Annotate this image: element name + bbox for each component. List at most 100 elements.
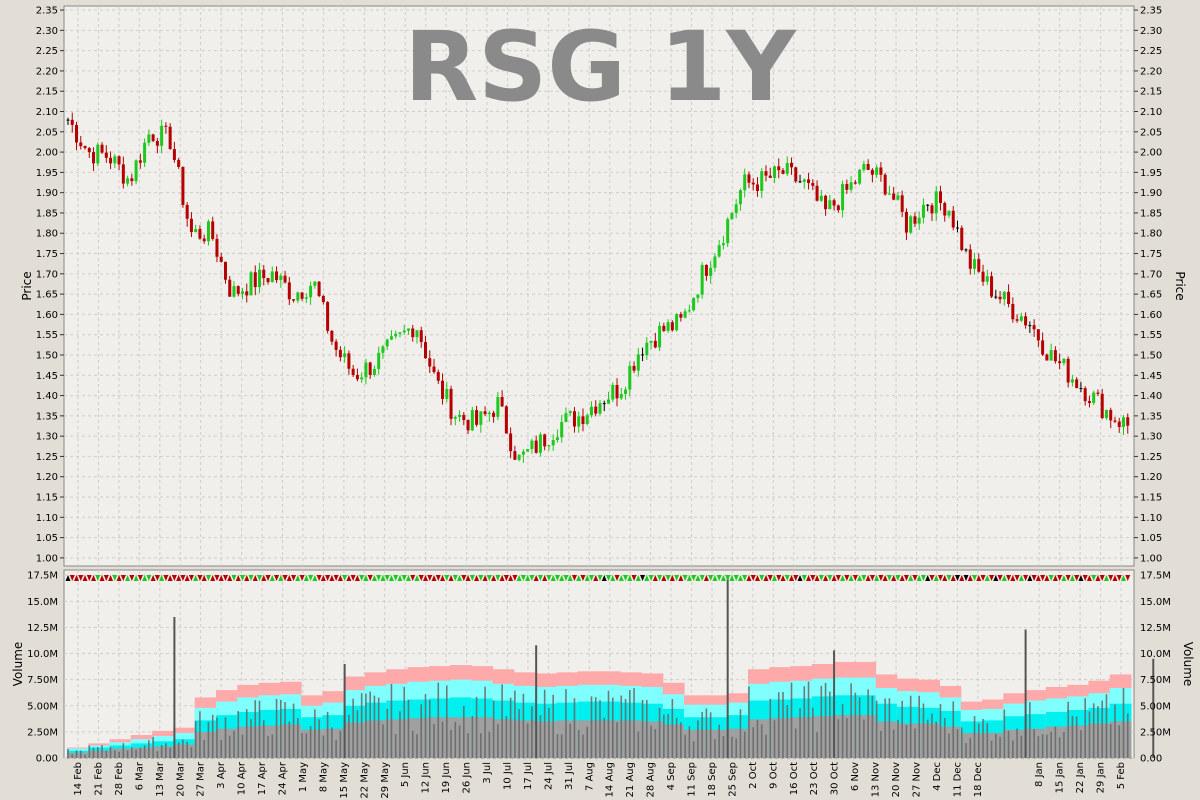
price-bar-body <box>398 332 402 334</box>
price-tick-label: 1.85 <box>36 208 58 219</box>
direction-arrow <box>780 575 786 581</box>
direction-arrow <box>350 575 356 581</box>
price-bar-body <box>500 396 504 407</box>
price-bar-body <box>687 310 691 312</box>
price-bar-body <box>1087 401 1091 404</box>
direction-arrow <box>882 575 888 581</box>
direction-arrow <box>989 575 995 581</box>
direction-arrow <box>652 575 658 581</box>
price-bar-body <box>1066 358 1070 383</box>
direction-arrow <box>554 575 560 581</box>
date-tick-label: 16 Oct <box>789 762 800 795</box>
price-bar-body <box>372 368 376 375</box>
date-tick-label: 11 Dec <box>952 762 963 797</box>
price-bar-body <box>317 281 321 297</box>
direction-arrow <box>580 575 586 581</box>
date-tick-label: 27 Nov <box>911 762 922 798</box>
direction-arrow <box>142 575 148 581</box>
price-bar-body <box>811 183 815 186</box>
direction-arrow <box>823 575 829 581</box>
date-tick-label: 13 Nov <box>871 762 882 798</box>
direction-arrow <box>465 575 471 581</box>
direction-arrow <box>163 575 169 581</box>
price-tick-label: 1.45 <box>1140 371 1162 382</box>
direction-arrow <box>865 575 871 581</box>
direction-arrow <box>857 575 863 581</box>
price-bar-body <box>517 454 521 460</box>
direction-arrow <box>1116 575 1122 581</box>
direction-arrow <box>686 575 692 581</box>
price-bar-body <box>870 169 874 175</box>
direction-arrow <box>537 575 543 581</box>
direction-arrow <box>235 575 241 581</box>
direction-arrow <box>1065 575 1071 581</box>
direction-arrow <box>750 575 756 581</box>
price-bar-body <box>155 140 159 146</box>
date-tick-label: 3 Apr <box>216 761 227 789</box>
price-bar-body <box>675 314 679 331</box>
direction-arrow <box>665 575 671 581</box>
date-tick-label: 1 May <box>298 762 309 792</box>
direction-arrow <box>682 575 688 581</box>
direction-arrow <box>614 575 620 581</box>
direction-arrow <box>103 575 109 581</box>
direction-arrow <box>405 575 411 581</box>
price-bar-body <box>334 341 338 350</box>
direction-arrow <box>806 575 812 581</box>
direction-arrow <box>86 575 92 581</box>
direction-arrow <box>99 575 105 581</box>
price-bar-body <box>381 346 385 353</box>
price-bar-body <box>287 282 291 300</box>
price-bar-body <box>938 191 942 204</box>
price-bar-body <box>994 296 998 298</box>
price-bar-body <box>589 406 593 416</box>
direction-arrow <box>1052 575 1058 581</box>
price-bar-body <box>832 200 836 206</box>
price-bar-body <box>147 134 151 143</box>
direction-arrow <box>801 575 807 581</box>
price-bar-body <box>1032 325 1036 330</box>
price-bar-body <box>121 164 125 184</box>
direction-arrow <box>82 575 88 581</box>
price-bar-body <box>934 191 938 214</box>
direction-arrow <box>963 575 969 581</box>
date-tick-label: 14 Aug <box>605 762 616 797</box>
price-tick-label: 1.90 <box>1140 188 1162 199</box>
price-bar-body <box>292 299 296 301</box>
price-bar-body <box>415 330 419 338</box>
price-axis-right: 1.00 1.05 1.10 1.15 1.20 1.25 1.30 1.35 1.40 1.45… <box>1134 6 1162 564</box>
price-bar-body <box>1041 340 1045 355</box>
price-bar-body <box>964 249 968 251</box>
price-bar-body <box>1015 319 1019 321</box>
price-bar-body <box>347 353 351 369</box>
direction-arrow <box>231 575 237 581</box>
price-bar-body <box>215 238 219 257</box>
volume-tick-label: 10.0M <box>27 649 58 660</box>
price-bar-body <box>577 416 581 427</box>
volume-tick-label: 2.50M <box>27 727 58 738</box>
price-bar-body <box>364 362 368 378</box>
direction-arrow <box>861 575 867 581</box>
direction-arrow <box>844 575 850 581</box>
price-bar-body <box>743 174 747 191</box>
price-bar-body <box>845 184 849 190</box>
price-bar-body <box>270 271 274 283</box>
price-tick-label: 2.15 <box>1140 87 1162 98</box>
price-tick-label: 1.30 <box>1140 432 1162 443</box>
price-bar-body <box>313 281 317 286</box>
price-bar-body <box>1092 392 1096 404</box>
direction-arrow <box>980 575 986 581</box>
price-bar-body <box>449 388 453 419</box>
price-bar-body <box>83 146 87 149</box>
price-bar-body <box>981 271 985 282</box>
direction-arrow <box>435 575 441 581</box>
price-tick-label: 1.30 <box>36 432 58 443</box>
direction-arrow <box>261 575 267 581</box>
direction-arrow <box>908 575 914 581</box>
direction-arrow <box>933 575 939 581</box>
direction-arrow <box>1040 575 1046 581</box>
direction-arrow <box>146 575 152 581</box>
direction-arrow <box>691 575 697 581</box>
direction-arrow <box>1006 575 1012 581</box>
price-bar-body <box>92 152 96 164</box>
